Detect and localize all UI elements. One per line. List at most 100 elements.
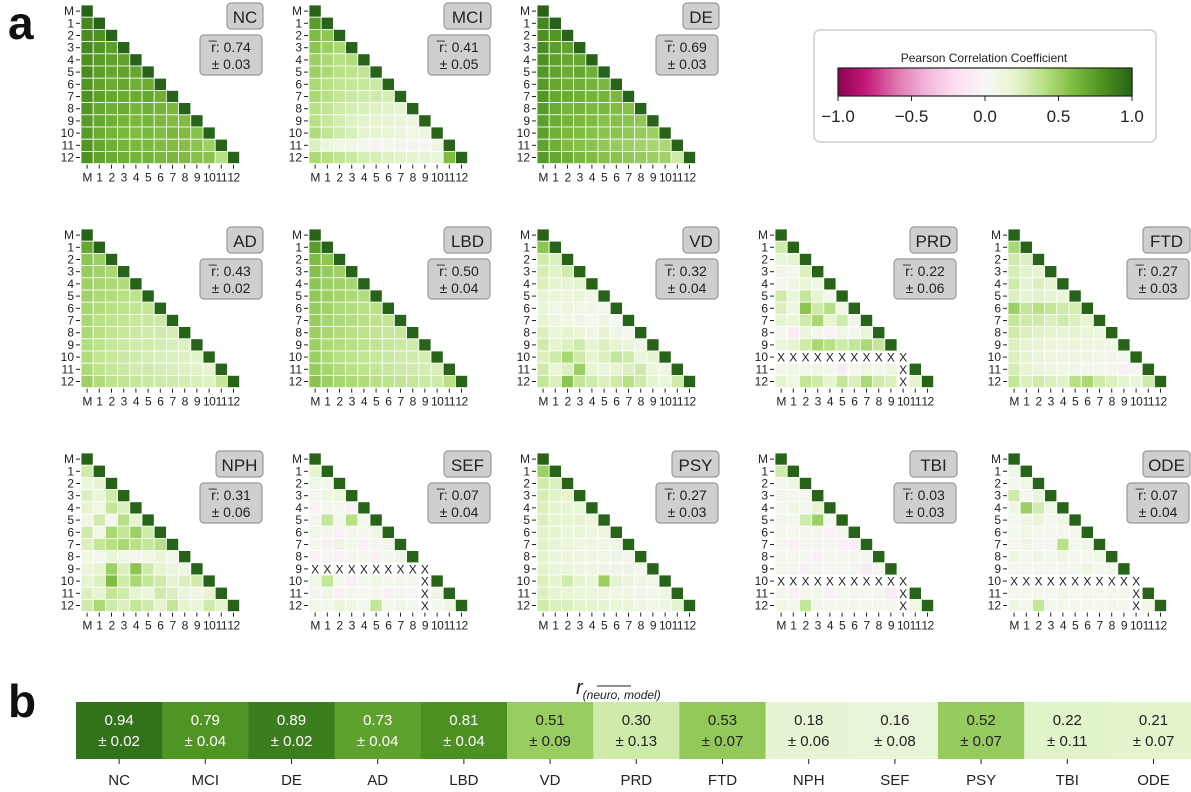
colorbar-segment	[850, 68, 854, 96]
heatmap-cell	[92, 90, 106, 104]
stats-badge	[1126, 258, 1190, 300]
heatmap-cell	[1032, 252, 1046, 266]
heatmap-cell	[1019, 362, 1033, 376]
x-tick-label: 7	[169, 395, 176, 409]
heatmap-cell	[153, 126, 167, 140]
heatmap-cell	[1068, 374, 1082, 388]
heatmap-title: VD	[689, 232, 713, 251]
missing-marker: X	[348, 562, 356, 576]
y-tick-label: 7	[523, 314, 530, 328]
x-tick-label: 7	[863, 619, 870, 633]
heatmap-cell	[585, 538, 599, 552]
x-tick-label: 12	[227, 395, 240, 409]
x-tick-label: 2	[564, 395, 571, 409]
heatmap-cell	[202, 126, 216, 140]
heatmap-cell	[561, 586, 575, 600]
x-tick-label: 2	[336, 619, 343, 633]
heatmap-cell	[320, 362, 334, 376]
heatmap-cell	[308, 240, 322, 254]
heatmap-cell	[799, 326, 813, 340]
heatmap-cell	[381, 574, 395, 588]
x-tick-label: M	[310, 619, 320, 633]
heatmap-cell	[1032, 326, 1046, 340]
y-tick-label: 3	[523, 489, 530, 503]
heatmap-cell	[332, 138, 346, 152]
x-tick-label: 10	[431, 619, 444, 633]
heatmap-cell	[536, 550, 550, 564]
heatmap-cell	[80, 277, 94, 291]
x-tick-label: 6	[157, 395, 164, 409]
heatmap-cell	[80, 240, 94, 254]
heatmap-cell	[573, 350, 587, 364]
heatmap-cell	[141, 289, 155, 303]
colorbar-segment	[926, 68, 930, 96]
heatmap-cell	[442, 374, 456, 388]
heatmap-cell	[117, 326, 131, 340]
mean-r-label: r̅: 0.41	[436, 39, 479, 55]
colorbar-segment	[1021, 68, 1025, 96]
colorbar-segment	[877, 68, 881, 96]
y-tick-label: M	[991, 452, 1001, 466]
colorbar-segment	[1065, 68, 1069, 96]
heatmap-cell	[105, 513, 119, 527]
x-tick-label: 3	[349, 171, 356, 185]
missing-marker: X	[850, 575, 858, 589]
heatmap-cell	[634, 599, 648, 613]
heatmap-cell	[811, 513, 825, 527]
heatmap-cell	[585, 138, 599, 152]
heatmap-cell	[573, 77, 587, 91]
heatmap-cell	[561, 277, 575, 291]
heatmap-cell	[129, 114, 143, 128]
heatmap-cell	[80, 77, 94, 91]
heatmap-cell	[1007, 313, 1021, 327]
y-tick-label: 10	[61, 350, 75, 364]
heatmap-cell	[381, 77, 395, 91]
heatmap-cell	[1105, 350, 1119, 364]
x-tick-label: 3	[577, 171, 584, 185]
heatmap-cell	[320, 574, 334, 588]
heatmap-cell	[141, 313, 155, 327]
summary-error-label: ± 0.04	[357, 733, 399, 750]
heatmap-cell	[609, 338, 623, 352]
heatmap-cell	[214, 362, 228, 376]
x-tick-label: 3	[577, 619, 584, 633]
colorbar-segment	[960, 68, 964, 96]
colorbar-segment	[977, 68, 981, 96]
colorbar-segment	[857, 68, 861, 96]
heatmap-cell	[573, 586, 587, 600]
heatmap-cell	[141, 114, 155, 128]
heatmap-cell	[646, 350, 660, 364]
heatmap-cell	[585, 102, 599, 116]
heatmap-cell	[823, 599, 837, 613]
x-tick-label: 2	[802, 619, 809, 633]
heatmap-cell	[369, 525, 383, 539]
heatmap-cell	[597, 374, 611, 388]
stats-badge	[655, 482, 719, 524]
heatmap-cell	[548, 586, 562, 600]
heatmap-cell	[80, 599, 94, 613]
heatmap-cell	[634, 326, 648, 340]
heatmap-cell	[430, 350, 444, 364]
heatmap-cell	[381, 538, 395, 552]
heatmap-title: ODE	[1148, 456, 1185, 475]
heatmap-cell	[369, 114, 383, 128]
heatmap-cell	[536, 338, 550, 352]
y-tick-label: 2	[67, 477, 74, 491]
heatmap-cell	[847, 550, 861, 564]
x-tick-label: 3	[815, 619, 822, 633]
heatmap-cell	[141, 374, 155, 388]
heatmap-cell	[214, 150, 228, 164]
heatmap-cell	[1117, 362, 1131, 376]
heatmap-cell	[190, 150, 204, 164]
heatmap-cell	[1044, 301, 1058, 315]
heatmap-cell	[153, 599, 167, 613]
heatmap-cell	[847, 586, 861, 600]
y-tick-label: 10	[755, 350, 769, 364]
summary-category-label: NC	[108, 772, 130, 789]
heatmap-cell	[141, 77, 155, 91]
y-tick-label: 9	[295, 338, 302, 352]
missing-marker: X	[1047, 575, 1055, 589]
heatmap-cell	[585, 277, 599, 291]
heatmap-cell	[442, 150, 456, 164]
y-tick-label: 7	[67, 314, 74, 328]
